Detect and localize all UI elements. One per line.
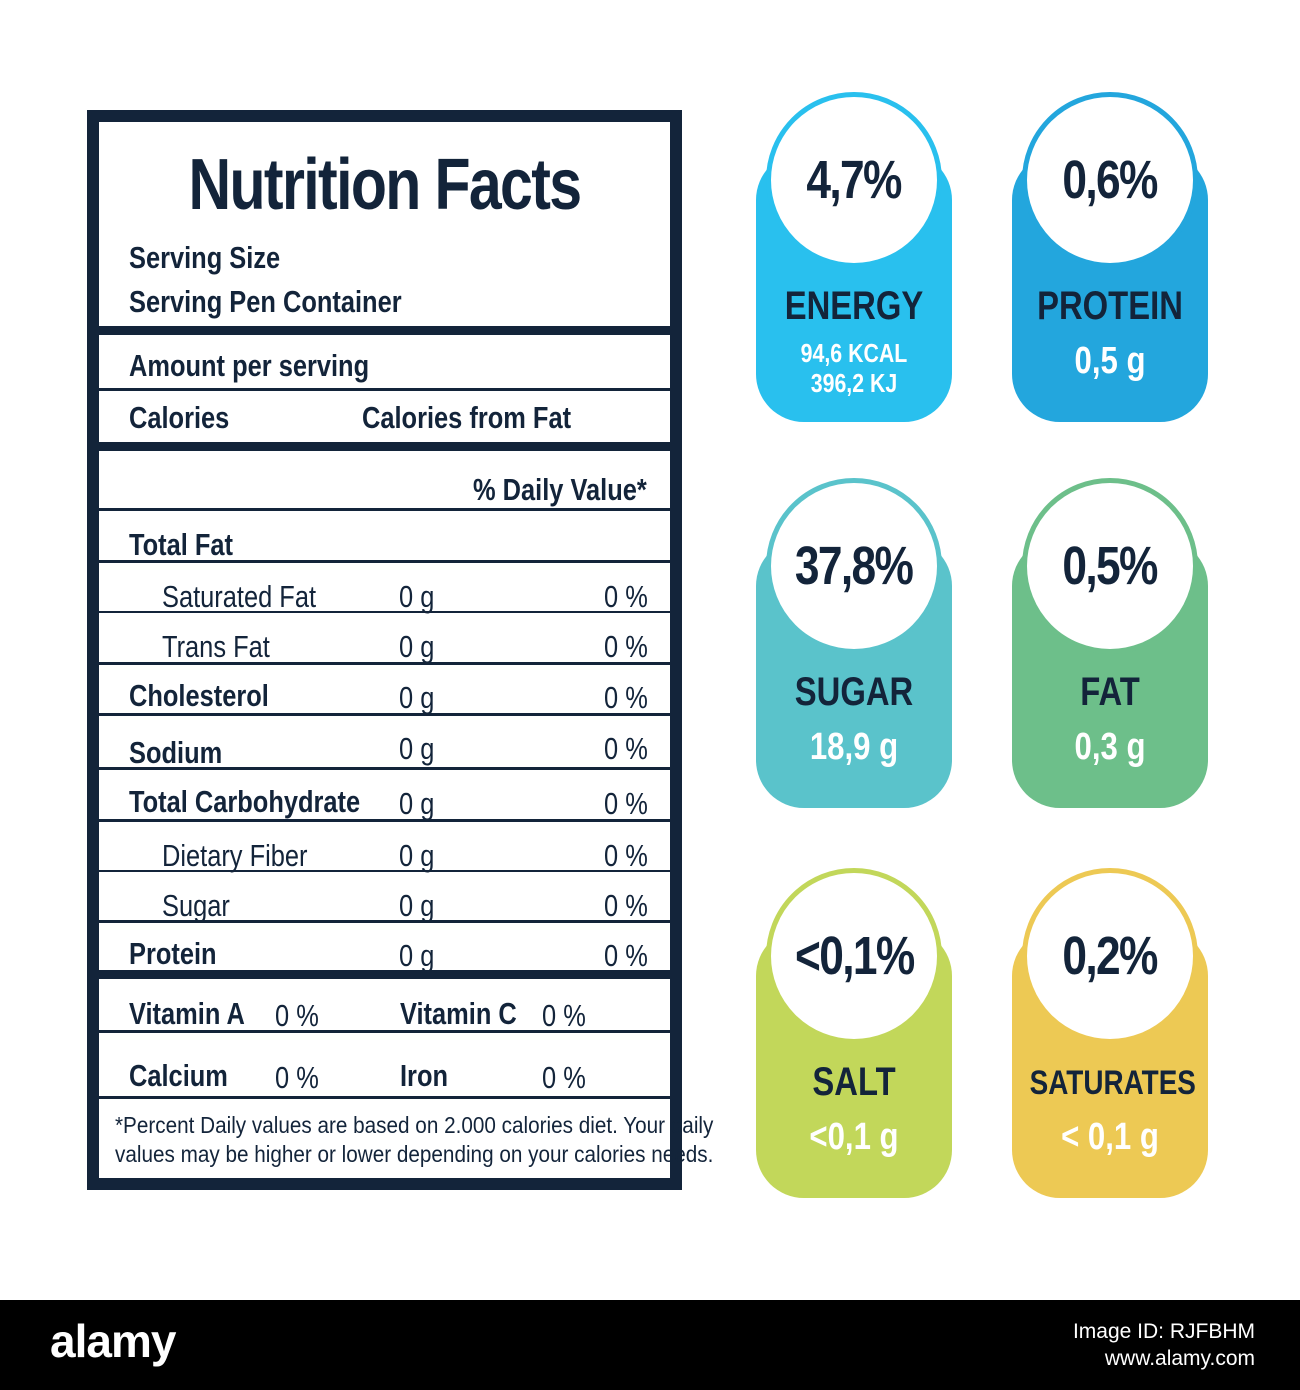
divider <box>99 1096 670 1099</box>
amount: 0 g <box>399 786 435 821</box>
calcium-label: Calcium <box>129 1058 228 1093</box>
amount: 0 g <box>399 838 435 873</box>
divider <box>99 819 670 822</box>
badge-salt: <0,1% SALT <0,1 g <box>756 868 952 1198</box>
vitamin-a-label: Vitamin A <box>129 996 245 1031</box>
daily-value: 0 % <box>604 938 648 973</box>
badge-name: SATURATES <box>1029 1064 1196 1102</box>
badge-name: SALT <box>812 1060 896 1104</box>
amount: 0 g <box>399 680 435 715</box>
badge-value: 0,5 g <box>1074 340 1146 382</box>
badge-circle: 0,2% <box>1022 868 1198 1044</box>
row-protein: Protein <box>129 936 217 971</box>
badge-saturates: 0,2% SATURATES < 0,1 g <box>1012 868 1208 1198</box>
row-total-fat: Total Fat <box>129 527 234 562</box>
amount: 0 g <box>399 731 435 766</box>
row-total-carbohydrate: Total Carbohydrate <box>129 784 361 819</box>
badge-percent: 0,6% <box>1062 150 1159 210</box>
amount-per-serving: Amount per serving <box>129 348 370 383</box>
footnote-line-1: *Percent Daily values are based on 2.000… <box>115 1112 714 1138</box>
badge-percent: 37,8% <box>795 536 914 596</box>
badge-value-kcal: 94,6 KCAL <box>800 338 908 368</box>
daily-value: 0 % <box>604 786 648 821</box>
badge-circle: 0,6% <box>1022 92 1198 268</box>
row-saturated-fat: Saturated Fat <box>162 579 317 614</box>
stock-footer-bar: alamy Image ID: RJFBHM www.alamy.com <box>0 1300 1300 1390</box>
calcium-value: 0 % <box>275 1060 319 1095</box>
divider <box>99 767 670 770</box>
badge-name: ENERGY <box>784 284 924 328</box>
badge-percent: 0,5% <box>1062 536 1159 596</box>
divider <box>99 870 670 872</box>
amount: 0 g <box>399 579 435 614</box>
daily-value: 0 % <box>604 838 648 873</box>
badge-circle: 37,8% <box>766 478 942 654</box>
badge-percent: 0,2% <box>1062 926 1159 986</box>
vitamin-c-value: 0 % <box>542 998 586 1033</box>
badge-fat: 0,5% FAT 0,3 g <box>1012 478 1208 808</box>
vitamin-c-label: Vitamin C <box>400 996 517 1031</box>
badge-value-kj: 396,2 KJ <box>810 368 898 398</box>
amount: 0 g <box>399 888 435 923</box>
calories-from-fat-label: Calories from Fat <box>362 400 572 435</box>
iron-value: 0 % <box>542 1060 586 1095</box>
divider <box>99 326 670 335</box>
badge-name: SUGAR <box>794 670 914 714</box>
row-dietary-fiber: Dietary Fiber <box>162 838 308 873</box>
divider <box>99 1030 670 1033</box>
divider <box>99 970 670 979</box>
divider <box>99 713 670 716</box>
badge-value: 0,3 g <box>1074 726 1146 768</box>
badge-name: PROTEIN <box>1037 284 1183 328</box>
divider <box>99 388 670 391</box>
nutrition-facts-title: Nutrition Facts <box>188 145 583 225</box>
badge-circle: 0,5% <box>1022 478 1198 654</box>
badge-protein: 0,6% PROTEIN 0,5 g <box>1012 92 1208 422</box>
serving-per-container: Serving Pen Container <box>129 284 402 319</box>
badge-percent: <0,1% <box>794 926 915 986</box>
badge-circle: 4,7% <box>766 92 942 268</box>
daily-value: 0 % <box>604 888 648 923</box>
badge-percent: 4,7% <box>806 150 903 210</box>
row-sugar: Sugar <box>162 888 230 923</box>
footer-info: Image ID: RJFBHM www.alamy.com <box>1073 1318 1255 1372</box>
vitamin-a-value: 0 % <box>275 998 319 1033</box>
daily-value: 0 % <box>604 579 648 614</box>
nutrition-facts-label: Nutrition Facts Serving Size Serving Pen… <box>87 110 713 1190</box>
badge-sugar: 37,8% SUGAR 18,9 g <box>756 478 952 808</box>
row-sodium: Sodium <box>129 735 223 770</box>
divider <box>99 611 670 613</box>
divider <box>99 920 670 923</box>
badge-value: <0,1 g <box>809 1116 899 1158</box>
divider <box>99 662 670 665</box>
calories-label: Calories <box>129 400 230 435</box>
brand-logo: alamy <box>50 1315 176 1367</box>
amount: 0 g <box>399 629 435 664</box>
footnote-line-2: values may be higher or lower depending … <box>115 1141 714 1167</box>
row-trans-fat: Trans Fat <box>162 629 270 664</box>
divider <box>99 442 670 451</box>
daily-value: 0 % <box>604 731 648 766</box>
divider <box>99 508 670 511</box>
iron-label: Iron <box>400 1058 449 1093</box>
amount: 0 g <box>399 938 435 973</box>
divider <box>99 560 670 563</box>
badge-energy: 4,7% ENERGY 94,6 KCAL 396,2 KJ <box>756 92 952 422</box>
badge-name: FAT <box>1080 670 1140 714</box>
badge-value: < 0,1 g <box>1061 1116 1159 1158</box>
daily-value: 0 % <box>604 680 648 715</box>
badge-value: 18,9 g <box>809 726 899 768</box>
daily-value-header: % Daily Value* <box>473 472 647 507</box>
badge-circle: <0,1% <box>766 868 942 1044</box>
image-id: Image ID: RJFBHM <box>1072 1320 1255 1343</box>
site-url: www.alamy.com <box>1104 1347 1255 1370</box>
daily-value: 0 % <box>604 629 648 664</box>
label-inner-border: Nutrition Facts Serving Size Serving Pen… <box>97 120 713 1180</box>
row-cholesterol: Cholesterol <box>129 678 269 713</box>
serving-size: Serving Size <box>129 240 281 275</box>
